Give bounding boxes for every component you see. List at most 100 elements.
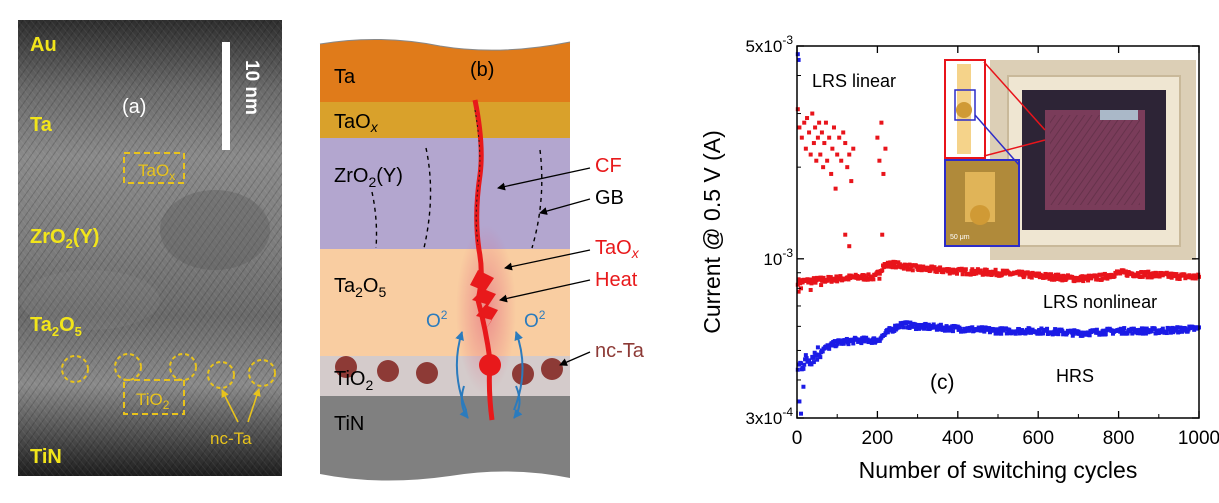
series-lrs-nonlinear-outliers xyxy=(796,232,885,294)
data-point xyxy=(830,146,835,151)
data-point xyxy=(1192,273,1197,278)
y-tick-label: 3x10-4 xyxy=(745,405,793,428)
data-point xyxy=(1016,269,1021,274)
data-point xyxy=(1176,329,1181,334)
gb-label: GB xyxy=(595,187,624,209)
data-point xyxy=(877,276,882,281)
nc-ta-label: nc-Ta xyxy=(595,340,645,362)
data-point xyxy=(981,271,986,276)
data-point xyxy=(1053,327,1058,332)
data-point xyxy=(1000,272,1005,277)
data-point xyxy=(865,337,870,342)
data-points xyxy=(795,52,1201,416)
data-point xyxy=(799,411,804,416)
data-point xyxy=(940,327,945,332)
oxygen-label-right: O2 xyxy=(524,308,546,332)
data-point xyxy=(893,323,898,328)
tem-label-tin: TiN xyxy=(30,446,62,468)
data-point xyxy=(813,280,818,285)
data-point xyxy=(820,349,825,354)
tem-label-tio2: TiO2 xyxy=(136,390,170,412)
data-point xyxy=(869,340,874,345)
data-point xyxy=(931,322,936,327)
data-point xyxy=(829,171,834,176)
data-point xyxy=(880,232,885,237)
data-point xyxy=(1094,327,1099,332)
data-point xyxy=(805,277,810,282)
data-point xyxy=(1123,269,1128,274)
data-point xyxy=(799,135,804,140)
data-point xyxy=(1096,277,1101,282)
data-point xyxy=(814,352,819,357)
nc-ta-circle xyxy=(207,361,235,389)
data-point xyxy=(838,274,843,279)
panel-a: Au Ta ZrO2(Y) Ta2O5 TiN (a) 10 nm TaOx T… xyxy=(18,20,282,476)
layer-tin xyxy=(320,396,570,481)
data-point xyxy=(872,336,877,341)
data-point xyxy=(797,399,802,404)
data-point xyxy=(885,260,890,265)
data-point xyxy=(795,107,800,112)
data-point xyxy=(834,274,839,279)
lrs-linear-label: LRS linear xyxy=(812,71,896,91)
data-point xyxy=(1192,327,1197,332)
data-point xyxy=(849,179,854,184)
data-point xyxy=(846,342,851,347)
data-point xyxy=(942,328,947,333)
data-point xyxy=(908,320,913,325)
data-point xyxy=(1022,273,1027,278)
data-point xyxy=(918,264,923,269)
data-point xyxy=(845,165,850,170)
data-point xyxy=(811,141,816,146)
data-point xyxy=(890,265,895,270)
data-point xyxy=(946,269,951,274)
data-point xyxy=(901,325,906,330)
data-point xyxy=(928,268,933,273)
data-point xyxy=(1138,274,1143,279)
scale-bar-label: 10 nm xyxy=(241,60,262,115)
data-point xyxy=(1055,276,1060,281)
data-point xyxy=(908,267,913,272)
data-point xyxy=(1100,276,1105,281)
data-point xyxy=(877,338,882,343)
data-point xyxy=(823,120,828,125)
data-point xyxy=(1052,329,1057,334)
schematic-label-tin: TiN xyxy=(334,413,364,435)
data-point xyxy=(811,278,816,283)
data-point xyxy=(1150,274,1155,279)
tem-label-ta2o5: Ta2O5 xyxy=(30,314,82,339)
nc-ta-particle xyxy=(541,358,563,380)
data-point xyxy=(1029,275,1034,280)
data-point xyxy=(978,268,983,273)
data-point xyxy=(1051,331,1056,336)
data-point xyxy=(1139,328,1144,333)
data-point xyxy=(1174,272,1179,277)
data-point xyxy=(1056,332,1061,337)
data-point xyxy=(1183,326,1188,331)
data-point xyxy=(987,326,992,331)
data-point xyxy=(963,267,968,272)
data-point xyxy=(862,339,867,344)
panel-c-label: (c) xyxy=(930,371,955,394)
data-point xyxy=(807,358,812,363)
panel-b-label: (b) xyxy=(470,59,494,81)
data-point xyxy=(1164,331,1169,336)
data-point xyxy=(802,362,807,367)
data-point xyxy=(833,186,838,191)
data-point xyxy=(1135,328,1140,333)
data-point xyxy=(809,362,814,367)
data-point xyxy=(1177,276,1182,281)
data-point xyxy=(1152,274,1157,279)
data-point xyxy=(803,146,808,151)
data-point xyxy=(835,152,840,157)
tem-label-zro2: ZrO2(Y) xyxy=(30,226,99,251)
data-point xyxy=(1044,328,1049,333)
data-point xyxy=(859,341,864,346)
data-point xyxy=(1152,326,1157,331)
x-tick-label: 600 xyxy=(1022,428,1054,449)
data-point xyxy=(938,322,943,327)
data-point xyxy=(1052,277,1057,282)
y-tick-label: 5x10-3 xyxy=(745,33,793,56)
data-point xyxy=(877,158,882,163)
